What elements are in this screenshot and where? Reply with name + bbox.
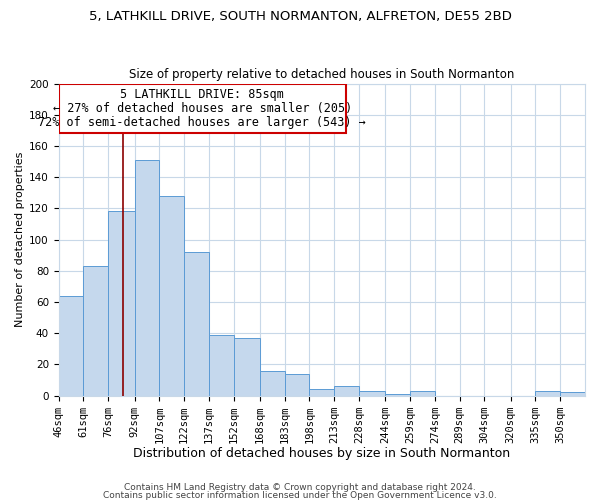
Bar	[359, 391, 385, 396]
Bar	[310, 390, 334, 396]
Text: Contains HM Land Registry data © Crown copyright and database right 2024.: Contains HM Land Registry data © Crown c…	[124, 483, 476, 492]
Y-axis label: Number of detached properties: Number of detached properties	[15, 152, 25, 328]
Bar	[209, 335, 233, 396]
Bar	[260, 370, 284, 396]
Bar	[59, 296, 83, 396]
Text: 72% of semi-detached houses are larger (543) →: 72% of semi-detached houses are larger (…	[38, 116, 366, 129]
X-axis label: Distribution of detached houses by size in South Normanton: Distribution of detached houses by size …	[133, 447, 511, 460]
Text: 5 LATHKILL DRIVE: 85sqm: 5 LATHKILL DRIVE: 85sqm	[120, 88, 284, 101]
FancyBboxPatch shape	[59, 84, 346, 134]
Bar	[159, 196, 184, 396]
Text: ← 27% of detached houses are smaller (205): ← 27% of detached houses are smaller (20…	[53, 102, 352, 115]
Bar	[535, 391, 560, 396]
Bar	[385, 394, 410, 396]
Text: 5, LATHKILL DRIVE, SOUTH NORMANTON, ALFRETON, DE55 2BD: 5, LATHKILL DRIVE, SOUTH NORMANTON, ALFR…	[89, 10, 511, 23]
Bar	[83, 266, 108, 396]
Bar	[134, 160, 159, 396]
Title: Size of property relative to detached houses in South Normanton: Size of property relative to detached ho…	[129, 68, 515, 81]
Bar	[334, 386, 359, 396]
Bar	[233, 338, 260, 396]
Bar	[560, 392, 585, 396]
Bar	[184, 252, 209, 396]
Bar	[410, 391, 435, 396]
Text: Contains public sector information licensed under the Open Government Licence v3: Contains public sector information licen…	[103, 490, 497, 500]
Bar	[284, 374, 310, 396]
Bar	[108, 212, 134, 396]
